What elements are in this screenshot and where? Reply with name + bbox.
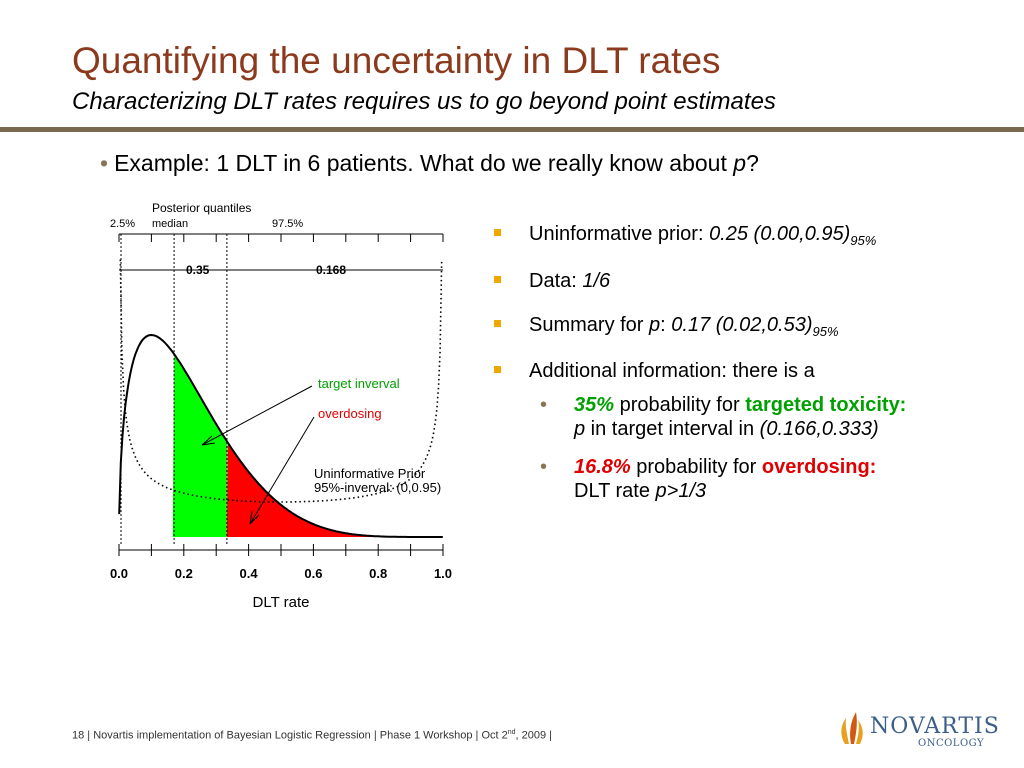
footer-sup: nd bbox=[507, 729, 516, 736]
prior-sub: 95% bbox=[850, 233, 877, 248]
target-region bbox=[172, 354, 227, 537]
logo-wordmark: NOVARTIS bbox=[870, 714, 1000, 739]
overdose-region bbox=[226, 442, 443, 537]
data-value: 1/6 bbox=[582, 269, 611, 292]
target-interval: (0.166,0.333) bbox=[759, 418, 879, 441]
target-text: in target interval in bbox=[585, 418, 760, 441]
x-tick-label-4: 0.8 bbox=[369, 566, 387, 581]
over-cond: p>1/3 bbox=[655, 480, 707, 503]
x-tick-label-0: 0.0 bbox=[110, 566, 128, 581]
header-label-0: 2.5% bbox=[110, 218, 135, 230]
summary-sub: 95% bbox=[812, 323, 839, 339]
main-bullet: • Example: 1 DLT in 6 patients. What do w… bbox=[100, 150, 759, 178]
x-axis-label: DLT rate bbox=[253, 594, 310, 611]
annotation-target: target inverval bbox=[318, 376, 400, 391]
point-additional: Additional information: there is a bbox=[492, 359, 1012, 383]
main-bullet-text: Example: 1 DLT in 6 patients. What do we… bbox=[114, 150, 734, 176]
target-mid: probability for bbox=[614, 394, 746, 417]
footer: 18 | Novartis implementation of Bayesian… bbox=[72, 729, 552, 742]
over-keyword: overdosing: bbox=[761, 456, 877, 479]
square-bullet-icon bbox=[494, 275, 501, 283]
point-summary: Summary for p: 0.17 (0.02,0.53)95% bbox=[492, 313, 1012, 340]
subpoint-overdose: • 16.8% probability for overdosing: DLT … bbox=[492, 455, 1012, 503]
sub-bullet-dot: • bbox=[540, 456, 548, 479]
header-divider bbox=[0, 127, 1024, 132]
annotation-overdose: overdosing bbox=[318, 406, 382, 421]
novartis-logo: NOVARTIS ONCOLOGY bbox=[834, 706, 999, 754]
summary-label: Summary for bbox=[529, 313, 650, 336]
subpoint-target: • 35% probability for targeted toxicity:… bbox=[492, 393, 1012, 441]
flame-icon bbox=[841, 712, 863, 744]
summary-colon: : bbox=[660, 313, 672, 336]
summary-value: 0.17 (0.02,0.53) bbox=[671, 313, 813, 336]
logo-subtitle: ONCOLOGY bbox=[918, 738, 985, 749]
square-bullet-icon bbox=[494, 319, 501, 327]
points-list: Uninformative prior: 0.25 (0.00,0.95)95%… bbox=[492, 222, 1012, 519]
annotation-prior: Uninformative Prior bbox=[314, 466, 426, 481]
arrow-target bbox=[201, 385, 313, 446]
bullet-dot: • bbox=[100, 150, 109, 176]
posterior-chart: Posterior quantiles 2.5% median 97.5% 0.35 0.… bbox=[110, 201, 452, 611]
header-title: Posterior quantiles bbox=[152, 201, 251, 215]
main-bullet-end: ? bbox=[746, 150, 759, 176]
target-keyword: targeted toxicity: bbox=[745, 394, 907, 417]
x-tick-label-3: 0.6 bbox=[304, 566, 322, 581]
over-pct: 16.8% bbox=[574, 456, 631, 479]
over-mid: probability for bbox=[630, 456, 762, 479]
page-subtitle: Characterizing DLT rates requires us to … bbox=[72, 88, 776, 115]
region-value-overdose: 0.168 bbox=[316, 263, 346, 277]
x-tick-label-2: 0.4 bbox=[240, 566, 259, 581]
sub-bullet-dot: • bbox=[540, 394, 548, 417]
page-title: Quantifying the uncertainty in DLT rates bbox=[72, 40, 721, 81]
data-label: Data: bbox=[529, 269, 583, 292]
point-prior: Uninformative prior: 0.25 (0.00,0.95)95% bbox=[492, 222, 1012, 249]
target-var: p bbox=[574, 418, 586, 441]
annotation-interval: 95%-inverval: (0,0.95) bbox=[314, 480, 441, 495]
x-tick-label-5: 1.0 bbox=[434, 566, 452, 581]
additional-text: Additional information: there is a bbox=[529, 360, 815, 383]
posterior-curve bbox=[118, 333, 443, 538]
footer-text: 18 | Novartis implementation of Bayesian… bbox=[72, 729, 508, 742]
arrowhead-target bbox=[201, 435, 216, 446]
x-tick-label-1: 0.2 bbox=[175, 566, 193, 581]
header-label-1: median bbox=[152, 218, 188, 230]
over-text: DLT rate bbox=[574, 480, 656, 503]
region-value-target: 0.35 bbox=[186, 263, 210, 277]
target-pct: 35% bbox=[574, 394, 615, 417]
arrowhead-overdose bbox=[249, 510, 260, 525]
prior-value: 0.25 (0.00,0.95) bbox=[709, 223, 851, 245]
point-data: Data: 1/6 bbox=[492, 269, 1012, 293]
footer-text-end: , 2009 | bbox=[515, 729, 553, 742]
prior-label: Uninformative prior: bbox=[529, 223, 710, 245]
arrow-overdose bbox=[249, 416, 315, 525]
main-bullet-var: p bbox=[733, 150, 747, 176]
summary-var: p bbox=[649, 313, 661, 336]
header-label-2: 97.5% bbox=[272, 218, 303, 230]
square-bullet-icon bbox=[494, 229, 501, 236]
square-bullet-icon bbox=[494, 366, 501, 374]
